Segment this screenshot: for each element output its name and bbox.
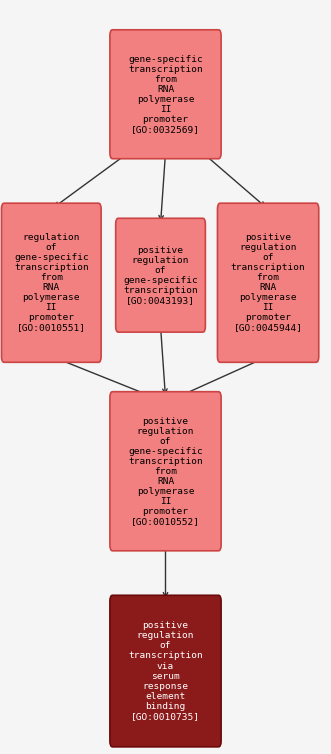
- Text: positive
regulation
of
transcription
via
serum
response
element
binding
[GO:0010: positive regulation of transcription via…: [128, 621, 203, 721]
- Text: positive
regulation
of
gene-specific
transcription
[GO:0043193]: positive regulation of gene-specific tra…: [123, 246, 198, 305]
- FancyBboxPatch shape: [116, 219, 205, 332]
- Text: positive
regulation
of
transcription
from
RNA
polymerase
II
promoter
[GO:0045944: positive regulation of transcription fro…: [231, 233, 306, 333]
- Text: positive
regulation
of
gene-specific
transcription
from
RNA
polymerase
II
promot: positive regulation of gene-specific tra…: [128, 416, 203, 526]
- FancyBboxPatch shape: [110, 596, 221, 746]
- Text: gene-specific
transcription
from
RNA
polymerase
II
promoter
[GO:0032569]: gene-specific transcription from RNA pol…: [128, 54, 203, 134]
- Text: regulation
of
gene-specific
transcription
from
RNA
polymerase
II
promoter
[GO:00: regulation of gene-specific transcriptio…: [14, 233, 89, 333]
- FancyBboxPatch shape: [217, 204, 319, 363]
- FancyBboxPatch shape: [110, 392, 221, 550]
- FancyBboxPatch shape: [110, 30, 221, 159]
- FancyBboxPatch shape: [2, 204, 101, 363]
